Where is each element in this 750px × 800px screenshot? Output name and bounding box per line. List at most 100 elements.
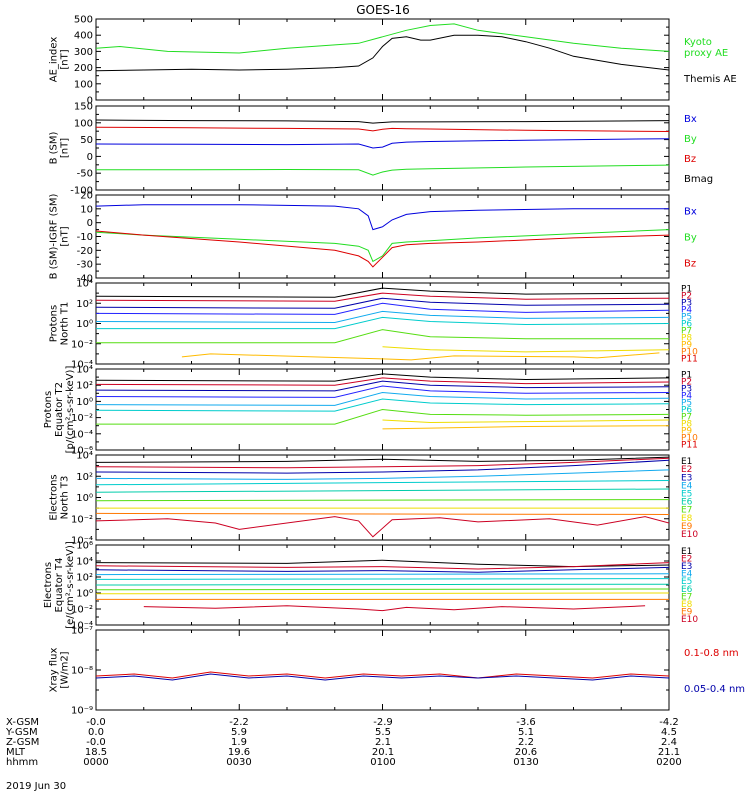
series-line-e4 xyxy=(96,573,669,576)
footer-value: 2.1 xyxy=(375,737,391,748)
y-tick-label: -20 xyxy=(77,246,93,257)
footer-value: -2.2 xyxy=(229,717,249,728)
y-tick-label: 10² xyxy=(76,299,93,310)
legend-label: P10 xyxy=(681,348,698,358)
y-tick-label: 10⁻⁹ xyxy=(71,706,93,717)
legend-label: E10 xyxy=(681,615,698,625)
series-line-p3 xyxy=(96,297,669,309)
y-tick-label: 10² xyxy=(76,573,93,584)
y-tick-label: 10⁴ xyxy=(76,365,93,376)
legend-label: P7 xyxy=(681,327,692,337)
series-line-p7 xyxy=(96,408,669,425)
y-axis-label-line: [nT] xyxy=(60,49,71,69)
y-axis-label-line: Electrons xyxy=(49,474,60,520)
series-line-p1 xyxy=(96,287,669,298)
y-tick-label: 10⁻⁸ xyxy=(71,666,93,677)
panel-frame xyxy=(95,282,670,365)
y-axis-label: Protons North T1 xyxy=(49,302,71,346)
legend-label: P6 xyxy=(681,406,692,416)
series-line-p9 xyxy=(181,352,660,361)
series-line-themis-ae xyxy=(96,34,669,72)
series-line-e4 xyxy=(96,469,669,480)
series-group xyxy=(96,23,669,72)
legend-label: P3 xyxy=(681,299,692,309)
panel-4: 10⁻⁴ 10⁻² 10⁰ 10² 10⁴ Protons North T1 P1P2P3P4… xyxy=(49,279,699,371)
y-tick-label: 10⁴ xyxy=(76,557,93,568)
y-tick-label: 10⁴ xyxy=(76,451,93,462)
series-group xyxy=(96,456,669,538)
y-tick-label: 10⁻⁶ xyxy=(71,446,93,457)
footer-value: 0.0 xyxy=(88,727,104,738)
footer-value: -4.2 xyxy=(659,717,679,728)
y-tick-label: 50 xyxy=(80,135,93,146)
legend-label: P4 xyxy=(681,306,692,316)
y-tick-label: 10⁻⁷ xyxy=(71,626,93,637)
series-group xyxy=(96,287,669,361)
legend-label: P2 xyxy=(681,292,692,302)
y-tick-label: 10⁰ xyxy=(76,319,93,330)
legend-label: P8 xyxy=(681,334,692,344)
series-line-e6 xyxy=(96,488,669,493)
legend-label: E10 xyxy=(681,530,698,540)
legend-label: E3 xyxy=(681,562,692,572)
series-line-p9 xyxy=(382,425,669,430)
y-tick-label: -50 xyxy=(77,169,93,180)
series-line-by xyxy=(96,164,669,176)
y-axis-label: Xray flux [W/m2] xyxy=(49,648,71,693)
legend-label: P11 xyxy=(681,441,698,451)
y-axis-label: Electrons Equator T4 [e/(cm²-s-sr-keV)] xyxy=(43,541,76,629)
y-axis-label-line: [nT] xyxy=(60,226,71,246)
panel-frame xyxy=(95,105,670,191)
legend-label: P8 xyxy=(681,420,692,430)
y-tick-label: 10² xyxy=(76,381,93,392)
y-tick-label: 10⁻² xyxy=(71,605,93,616)
y-tick-label: 500 xyxy=(74,15,93,26)
legend-label: Themis AE xyxy=(683,74,737,85)
series-line-p5 xyxy=(96,391,669,406)
footer-value: 21.1 xyxy=(658,747,680,758)
y-tick-label: 10⁻² xyxy=(71,413,93,424)
footer-value: 1.9 xyxy=(231,737,247,748)
series-line-kyoto-proxy-ae xyxy=(96,23,669,54)
legend-label: E6 xyxy=(681,585,693,595)
series-line-p8 xyxy=(382,346,669,353)
legend-label: 0.1-0.8 nm xyxy=(684,648,739,659)
y-axis-label-line: [nT] xyxy=(60,138,71,158)
y-tick-label: 10⁻⁴ xyxy=(71,536,93,547)
footer-value: 0030 xyxy=(226,757,251,768)
y-tick-label: -30 xyxy=(77,260,93,271)
legend-label: P3 xyxy=(681,385,692,395)
footer-row-label: Z-GSM xyxy=(6,737,39,748)
series-line-by xyxy=(96,229,669,263)
legend-label: E9 xyxy=(681,608,693,618)
y-axis-label: AE_index [nT] xyxy=(49,37,71,83)
legend-label: E1 xyxy=(681,457,692,467)
date-label: 2019 Jun 30 xyxy=(6,781,66,792)
y-axis-label-line: Equator T4 xyxy=(54,558,65,613)
legend-label: E6 xyxy=(681,498,693,508)
series-line-p6 xyxy=(96,398,669,412)
y-tick-label: 10⁰ xyxy=(76,397,93,408)
footer-value: 5.5 xyxy=(375,727,391,738)
y-axis-label-line: [e/(cm²-s-sr-keV)] xyxy=(65,541,76,629)
y-tick-label: 100 xyxy=(74,79,93,90)
legend-label: Kyoto proxy AE xyxy=(684,37,728,59)
y-axis-label: B (SM) [nT] xyxy=(49,131,71,164)
series-line-e2 xyxy=(96,457,669,469)
footer-value: 0200 xyxy=(656,757,681,768)
series-line-e1 xyxy=(96,456,669,463)
legend-label: By xyxy=(684,134,697,145)
series-line-bmag xyxy=(96,119,669,124)
series-line-e1 xyxy=(96,559,669,568)
footer-value: 0100 xyxy=(370,757,395,768)
y-axis-label-line: Equator T2 xyxy=(54,382,65,437)
footer-value: -0.0 xyxy=(86,717,106,728)
y-axis-label-line: North T1 xyxy=(60,302,71,346)
y-axis-label-line: Electrons xyxy=(43,562,54,608)
legend-label: E4 xyxy=(681,570,693,580)
legend-label: E2 xyxy=(681,465,692,475)
